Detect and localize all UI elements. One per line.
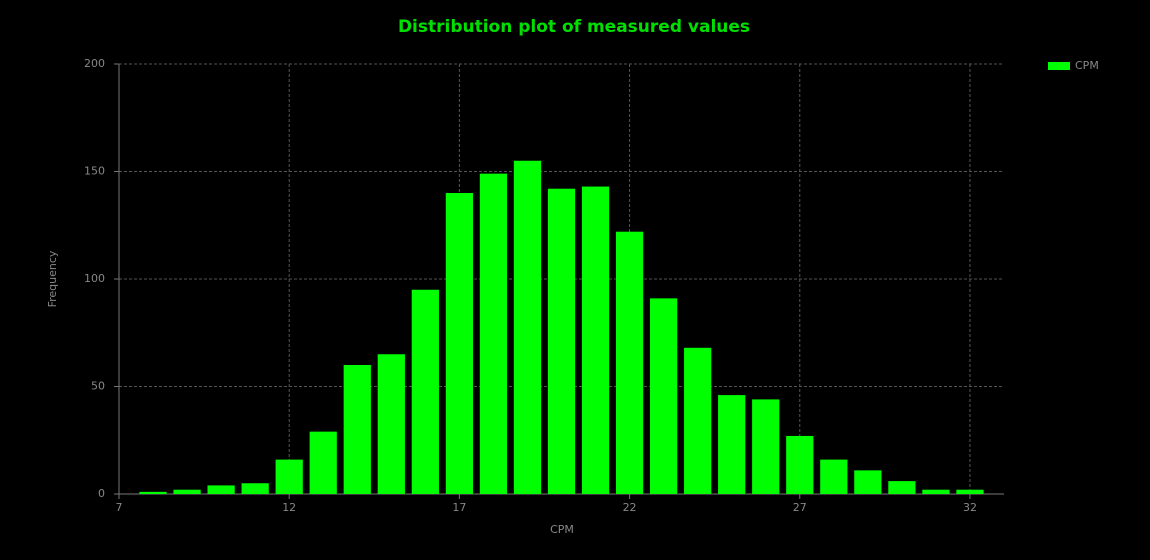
x-tick-label: 27 [793,501,807,514]
bar [854,470,882,494]
bar [479,173,508,494]
bar [922,489,950,494]
bar [207,485,235,494]
x-tick-label: 12 [282,501,296,514]
y-tick-label: 150 [84,165,105,178]
y-tick-label: 200 [84,57,105,70]
bar [956,489,984,494]
x-axis-title: CPM [550,523,574,536]
bar [173,489,201,494]
bar [513,160,542,494]
x-tick-label: 32 [963,501,977,514]
bar [615,231,644,494]
bar [139,491,167,494]
bar [241,483,269,494]
bar [820,459,848,494]
bar [309,431,337,494]
legend-label: CPM [1075,59,1099,72]
bar [411,289,439,494]
chart-title: Distribution plot of measured values [398,17,750,37]
bar [275,459,303,494]
bar [377,354,405,494]
bar [684,347,712,494]
bar [547,188,576,494]
bar [445,193,473,494]
bar [786,435,814,494]
bar [581,186,610,495]
x-tick-label: 7 [116,501,123,514]
x-tick-label: 17 [452,501,466,514]
y-tick-label: 100 [84,272,105,285]
y-tick-label: 0 [98,487,105,500]
x-tick-label: 22 [623,501,637,514]
bar [343,365,371,494]
bar [650,298,678,494]
bar [718,395,746,494]
legend-swatch [1048,62,1070,70]
bar [752,399,780,494]
y-tick-label: 50 [91,380,105,393]
y-axis-title: Frequency [46,250,59,307]
bar [888,481,916,494]
